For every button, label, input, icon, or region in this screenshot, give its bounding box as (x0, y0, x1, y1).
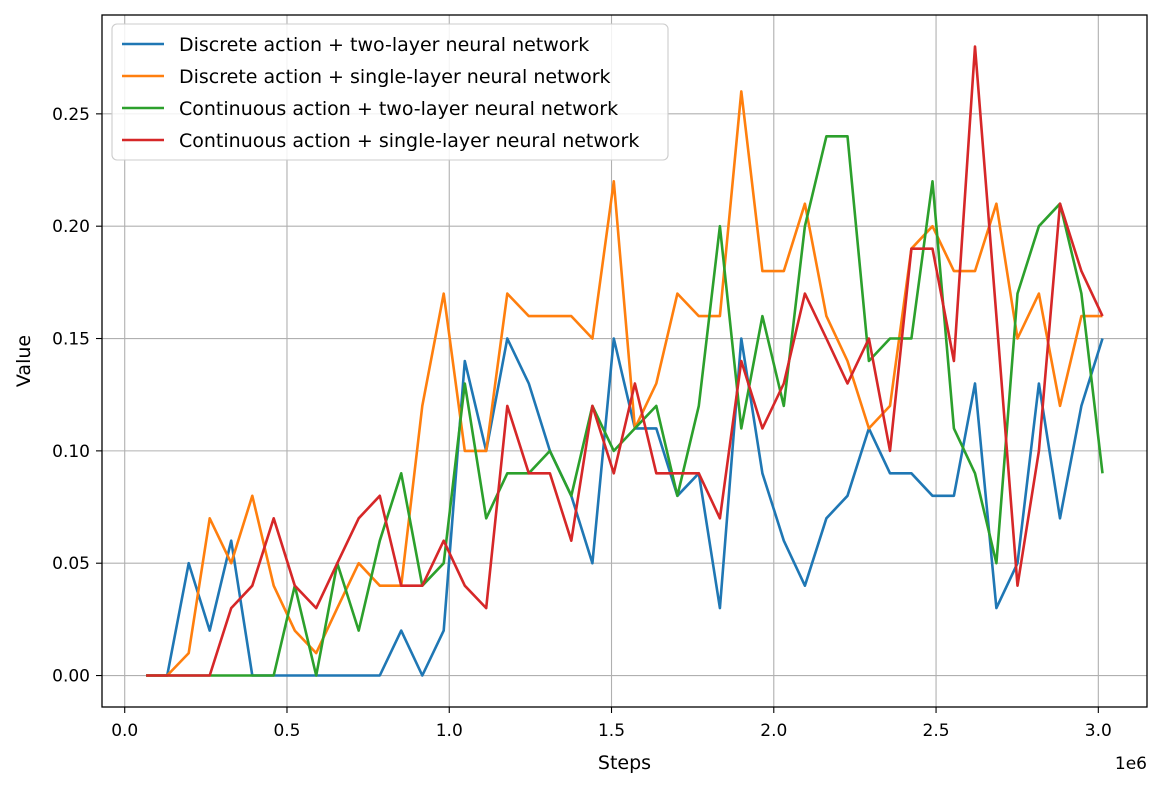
series-line-4 (146, 45, 1104, 677)
x-axis-label: Steps (598, 752, 651, 774)
y-tick-label: 0.25 (52, 105, 90, 125)
y-tick-label: 0.20 (52, 217, 90, 237)
series-line-2 (146, 90, 1103, 677)
series-line-3 (146, 135, 1104, 677)
series-lines (146, 45, 1104, 677)
x-tick-label: 1.5 (598, 721, 625, 741)
y-axis-ticks: 0.00 0.05 0.10 0.15 0.20 0.25 (52, 105, 102, 687)
y-tick-label: 0.05 (52, 554, 90, 574)
x-axis-ticks: 0.0 0.5 1.0 1.5 2.0 2.5 3.0 (111, 707, 1112, 741)
series-line-1 (146, 337, 1104, 677)
legend-entry: Continuous action + single-layer neural … (179, 130, 639, 152)
legend-entry: Continuous action + two-layer neural net… (179, 98, 618, 120)
x-tick-label: 2.0 (760, 721, 787, 741)
plot-frame (101, 14, 1148, 708)
x-tick-label: 0.5 (273, 721, 300, 741)
x-tick-label: 2.5 (923, 721, 950, 741)
x-tick-label: 3.0 (1085, 721, 1112, 741)
x-tick-label: 0.0 (111, 721, 138, 741)
legend-entry: Discrete action + two-layer neural netwo… (179, 34, 589, 56)
legend: Discrete action + two-layer neural netwo… (111, 23, 669, 161)
legend-box (111, 23, 669, 161)
y-tick-label: 0.10 (52, 442, 90, 462)
x-axis-offset-label: 1e6 (1115, 754, 1147, 774)
legend-entry: Discrete action + single-layer neural ne… (179, 66, 611, 88)
y-axis-label: Value (13, 335, 35, 387)
y-tick-label: 0.00 (52, 667, 90, 687)
x-tick-label: 1.0 (436, 721, 463, 741)
y-tick-label: 0.15 (52, 330, 90, 350)
